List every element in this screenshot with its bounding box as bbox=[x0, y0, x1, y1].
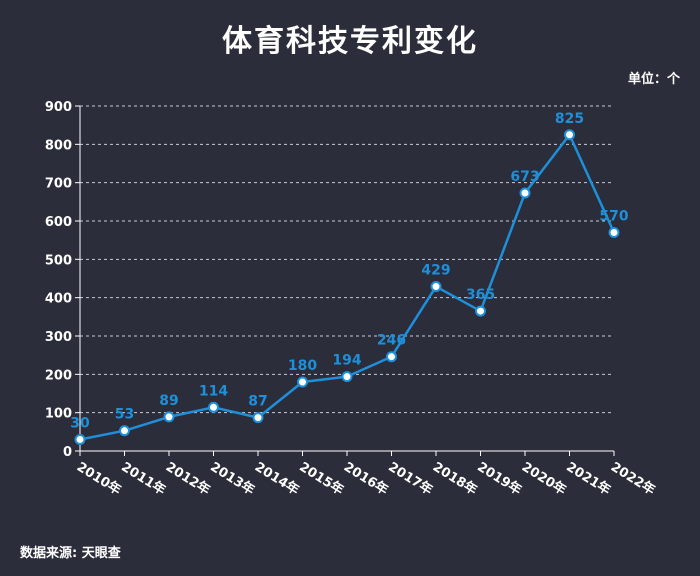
x-tick-label: 2015年 bbox=[296, 459, 346, 499]
y-tick-label: 100 bbox=[45, 407, 72, 422]
y-tick-label: 300 bbox=[45, 330, 72, 345]
y-tick-label: 0 bbox=[63, 445, 72, 460]
data-point bbox=[475, 305, 486, 317]
x-tick-label: 2010年 bbox=[74, 459, 124, 499]
data-point bbox=[386, 351, 397, 363]
y-tick-label: 400 bbox=[45, 292, 72, 307]
data-label: 429 bbox=[421, 263, 450, 279]
data-label: 87 bbox=[248, 394, 267, 410]
x-tick-label: 2013年 bbox=[207, 459, 257, 499]
x-tick-label: 2018年 bbox=[430, 459, 480, 499]
y-tick-label: 600 bbox=[45, 215, 72, 230]
data-point bbox=[252, 412, 264, 424]
data-point bbox=[297, 376, 308, 388]
data-point bbox=[208, 401, 219, 413]
x-tick-label: 2019年 bbox=[474, 459, 524, 499]
y-tick-label: 800 bbox=[45, 138, 72, 153]
data-label: 89 bbox=[159, 393, 178, 409]
data-label: 30 bbox=[70, 416, 90, 432]
data-label: 570 bbox=[599, 209, 628, 225]
data-point bbox=[341, 371, 353, 383]
data-point bbox=[519, 187, 531, 199]
data-point bbox=[163, 411, 175, 423]
chart-title: 体育科技专利变化 bbox=[222, 24, 478, 59]
data-label: 365 bbox=[466, 287, 495, 303]
data-point bbox=[608, 227, 620, 238]
data-label: 825 bbox=[555, 111, 584, 127]
x-tick-label: 2012年 bbox=[163, 459, 213, 499]
x-tick-label: 2020年 bbox=[519, 459, 569, 499]
x-tick-label: 2022年 bbox=[608, 459, 658, 499]
data-label: 246 bbox=[377, 333, 406, 349]
x-tick-label: 2021年 bbox=[563, 459, 613, 499]
x-tick-label: 2011年 bbox=[118, 459, 168, 499]
data-label: 673 bbox=[510, 169, 539, 185]
data-point bbox=[119, 425, 130, 437]
data-point bbox=[74, 434, 86, 445]
data-label: 194 bbox=[332, 353, 361, 369]
data-label: 180 bbox=[288, 358, 317, 374]
unit-label: 单位：个 bbox=[627, 72, 680, 87]
x-tick-label: 2014年 bbox=[252, 459, 302, 499]
y-tick-label: 500 bbox=[45, 253, 72, 268]
y-tick-label: 700 bbox=[45, 177, 72, 192]
data-point bbox=[564, 129, 575, 141]
y-tick-label: 200 bbox=[45, 368, 72, 383]
x-tick-label: 2016年 bbox=[341, 459, 391, 499]
data-point bbox=[430, 281, 442, 293]
source-label: 数据来源: 天眼查 bbox=[20, 546, 121, 561]
y-tick-label: 900 bbox=[45, 100, 72, 115]
data-label: 53 bbox=[115, 407, 134, 423]
data-label: 114 bbox=[199, 383, 228, 399]
x-tick-label: 2017年 bbox=[385, 459, 435, 499]
